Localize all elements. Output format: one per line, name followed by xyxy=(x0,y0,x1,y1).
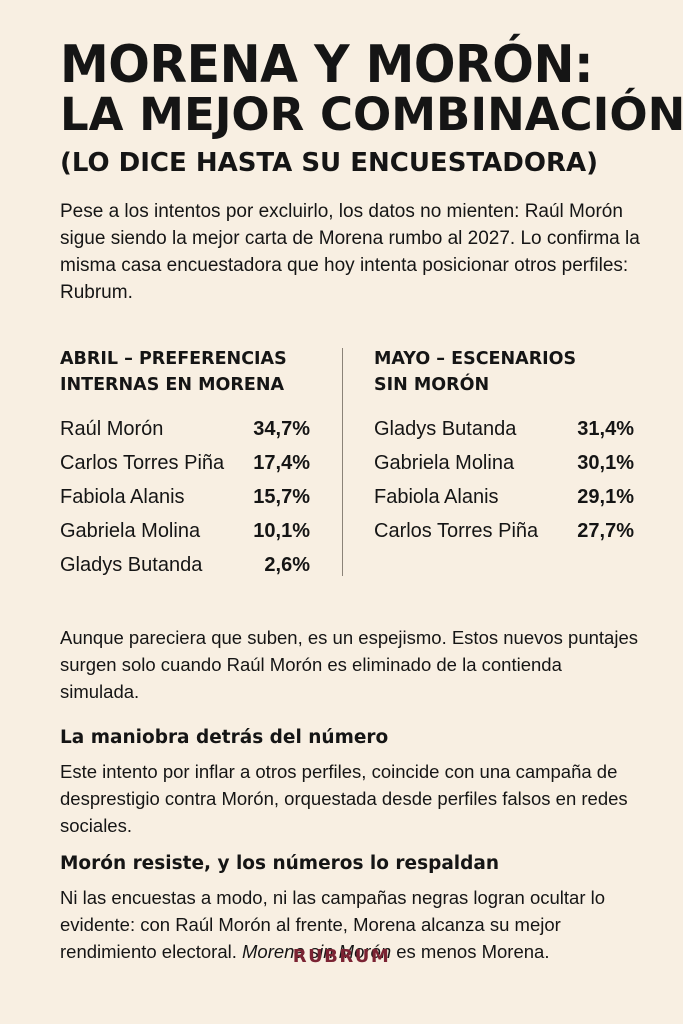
poll-columns: ABRIL – PREFERENCIAS INTERNAS EN MORENA … xyxy=(60,346,640,578)
table-row: Fabiola Alanis 29,1% xyxy=(374,480,634,514)
table-row: Gabriela Molina 10,1% xyxy=(60,514,310,548)
resist-text-start: Ni las encuestas a modo, ni las campañas… xyxy=(60,887,606,962)
headline-line2: LA MEJOR COMBINACIÓN xyxy=(60,88,683,141)
candidate-percent: 15,7% xyxy=(253,486,310,508)
may-title-line1: MAYO – ESCENARIOS xyxy=(374,349,577,369)
april-title: ABRIL – PREFERENCIAS INTERNAS EN MORENA xyxy=(60,346,310,398)
candidate-name: Gabriela Molina xyxy=(374,452,515,474)
candidate-name: Fabiola Alanis xyxy=(60,486,185,508)
maneuver-paragraph: Este intento por inflar a otros perfiles… xyxy=(60,761,628,836)
candidate-name: Carlos Torres Piña xyxy=(374,520,539,542)
table-row: Fabiola Alanis 15,7% xyxy=(60,480,310,514)
resist-heading: Morón resiste, y los números lo respalda… xyxy=(60,853,500,874)
candidate-name: Raúl Morón xyxy=(60,418,164,440)
table-row: Raúl Morón 34,7% xyxy=(60,412,310,446)
column-divider xyxy=(342,348,343,576)
candidate-name: Carlos Torres Piña xyxy=(60,452,225,474)
brand-footer: RUBRUM xyxy=(292,946,391,967)
mirage-paragraph: Aunque pareciera que suben, es un espeji… xyxy=(60,627,638,702)
table-row: Carlos Torres Piña 17,4% xyxy=(60,446,310,480)
content: MORENA Y MORÓN: LA MEJOR COMBINACIÓN (LO… xyxy=(60,34,683,962)
candidate-percent: 29,1% xyxy=(577,486,634,508)
mirage-section: Aunque pareciera que suben, es un espeji… xyxy=(60,624,640,705)
table-row: Carlos Torres Piña 27,7% xyxy=(374,514,634,548)
candidate-percent: 34,7% xyxy=(253,418,310,440)
candidate-percent: 17,4% xyxy=(253,452,310,474)
april-column: ABRIL – PREFERENCIAS INTERNAS EN MORENA … xyxy=(60,346,310,582)
resist-section: Morón resiste, y los números lo respalda… xyxy=(60,850,640,965)
table-row: Gladys Butanda 31,4% xyxy=(374,412,634,446)
candidate-percent: 30,1% xyxy=(577,452,634,474)
table-row: Gladys Butanda 2,6% xyxy=(60,548,310,582)
candidate-percent: 10,1% xyxy=(253,520,310,542)
candidate-percent: 27,7% xyxy=(577,520,634,542)
headline-line1: MORENA Y MORÓN: xyxy=(60,34,594,95)
candidate-percent: 31,4% xyxy=(577,418,634,440)
maneuver-heading: La maniobra detrás del número xyxy=(60,727,389,748)
resist-text-emphasis: Morena sin Morón xyxy=(242,941,392,962)
may-column: MAYO – ESCENARIOS SIN MORÓN Gladys Butan… xyxy=(374,346,634,548)
april-title-line1: ABRIL – PREFERENCIAS xyxy=(60,349,287,369)
candidate-name: Gladys Butanda xyxy=(60,554,203,576)
maneuver-section: La maniobra detrás del número Este inten… xyxy=(60,724,640,839)
may-title: MAYO – ESCENARIOS SIN MORÓN xyxy=(374,346,634,398)
april-title-line2: INTERNAS EN MORENA xyxy=(60,375,285,395)
headline-line3: (LO DICE HASTA SU ENCUESTADORA) xyxy=(60,148,598,178)
intro-paragraph: Pese a los intentos por excluirlo, los d… xyxy=(60,201,640,303)
table-row: Gabriela Molina 30,1% xyxy=(374,446,634,480)
candidate-percent: 2,6% xyxy=(264,554,310,576)
resist-paragraph: Ni las encuestas a modo, ni las campañas… xyxy=(60,884,640,965)
candidate-name: Gabriela Molina xyxy=(60,520,201,542)
resist-text-end: es menos Morena. xyxy=(391,941,550,962)
may-title-line2: SIN MORÓN xyxy=(374,375,490,395)
candidate-name: Gladys Butanda xyxy=(374,418,517,440)
candidate-name: Fabiola Alanis xyxy=(374,486,499,508)
